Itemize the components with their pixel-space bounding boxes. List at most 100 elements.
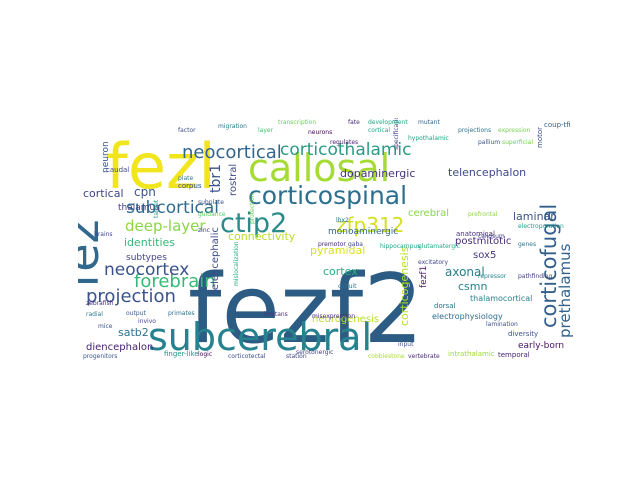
cloud-word: axonal [445, 265, 485, 279]
cloud-word: corticofugal [537, 204, 561, 328]
cloud-word: target [153, 199, 160, 218]
cloud-word: corticotectal [228, 353, 266, 360]
cloud-word: regulates [330, 139, 358, 146]
cloud-word: prefrontal [468, 211, 498, 218]
cloud-word: motor [536, 127, 544, 148]
cloud-word: fezf1 [419, 266, 429, 288]
cloud-word: fez [78, 219, 109, 288]
cloud-word: projections [458, 127, 491, 134]
cloud-word: pyramidal [310, 244, 365, 257]
cloud-word: deep-layer [125, 217, 206, 235]
cloud-word: csmn [458, 280, 487, 293]
cloud-word: pallium [478, 139, 500, 146]
cloud-word: brains [94, 231, 113, 238]
cloud-word: serotonergic [296, 349, 333, 356]
cloud-word: excitatory [418, 259, 449, 266]
cloud-word: superficial [502, 139, 533, 146]
cloud-word: subplate [198, 199, 224, 206]
cloud-word: premotor [318, 241, 346, 248]
cloud-word: gaba [348, 241, 363, 248]
cloud-word: corticogenesis [398, 246, 411, 326]
cloud-word: layer [258, 127, 274, 134]
cloud-word: anatomical [456, 230, 495, 238]
cloud-word: primates [168, 310, 195, 317]
cloud-word: migration [218, 123, 247, 130]
cloud-word: sox5 [473, 250, 496, 261]
cloud-word: identities [124, 236, 175, 249]
cloud-word: hippocampus [380, 243, 420, 250]
cloud-word: monoaminergic [328, 227, 398, 237]
cloud-word: specification [393, 118, 400, 150]
cloud-word: vertebrate [408, 353, 440, 360]
cloud-word: cerebral [408, 208, 449, 219]
cloud-word: prethalamus [556, 243, 574, 338]
cloud-word: corticothalamic [280, 140, 412, 160]
cloud-word: cortical [83, 187, 124, 200]
cloud-word: radial [86, 311, 103, 318]
cloud-word: genes [518, 241, 536, 248]
cloud-word: zinc [198, 227, 210, 234]
cloud-word: telencephalon [448, 166, 526, 179]
cloud-word: ctip2 [220, 208, 287, 239]
cloud-word: neocortex [104, 260, 189, 280]
cloud-word: zfp312 [336, 213, 404, 237]
cloud-word: mislocalization [233, 241, 240, 286]
cloud-word: coup-tfi [544, 121, 571, 129]
cloud-word: protection [249, 193, 256, 224]
cloud-word: zebrafish [86, 300, 114, 307]
cloud-word: cortex [323, 265, 358, 278]
cloud-word: fezl [106, 130, 216, 203]
cloud-word: neocortical [182, 142, 282, 163]
cloud-word: station [286, 353, 307, 360]
cloud-word: input [398, 341, 414, 348]
cloud-word: tbr1 [208, 164, 224, 193]
cloud-word: telencephalic [210, 227, 221, 294]
cloud-word: cortical [368, 127, 390, 134]
cloud-word: corticospinal [248, 181, 407, 210]
word-cloud: fezf2 fezl fez subcerebral callosal corticosp… [78, 118, 574, 363]
cloud-word: thalamocortical [470, 294, 532, 303]
cloud-word: lamination [486, 321, 518, 328]
cloud-word: mice [98, 323, 113, 330]
cloud-word: neurons [308, 129, 332, 136]
cloud-word: corpus [178, 182, 202, 190]
cloud-word: mutant [418, 119, 440, 126]
cloud-word: transcription [278, 119, 316, 126]
cloud-word: logic [198, 351, 212, 358]
cloud-word: factor [178, 127, 196, 134]
cloud-word: cpn [134, 185, 156, 199]
cloud-word: callosum [478, 233, 505, 240]
cloud-word: cobblestone [368, 353, 405, 360]
cloud-word: pathfinding [518, 273, 553, 280]
cloud-word: caudal [106, 166, 129, 174]
cloud-word: fezf2 [188, 255, 424, 363]
cloud-word: diencephalon [86, 342, 153, 353]
cloud-word: subtypes [126, 253, 167, 263]
cloud-word: invivo [138, 318, 156, 325]
cloud-word: electrophysiology [432, 312, 503, 321]
cloud-word: limitans [264, 311, 288, 318]
cloud-word: projection [86, 286, 176, 307]
cloud-word: guidance [198, 211, 226, 218]
cloud-word: plate [178, 175, 194, 182]
cloud-word: temporal [498, 351, 530, 359]
cloud-word: dorsal [434, 302, 456, 310]
cloud-word: development [368, 119, 408, 126]
cloud-word: glutamatergic [418, 243, 460, 250]
cloud-word: expression [498, 127, 531, 134]
cloud-word: output [126, 310, 146, 317]
cloud-word: subcerebral [148, 315, 372, 359]
cloud-word: rostral [228, 164, 239, 196]
cloud-word: laminar [513, 210, 555, 223]
cloud-word: dopaminergic [340, 167, 415, 180]
cloud-word: forebrain [134, 271, 216, 292]
cloud-word: intrathalamic [448, 350, 495, 358]
cloud-word: diversity [508, 330, 538, 338]
cloud-word: hypothalamic [408, 135, 449, 142]
cloud-word: repressor [478, 273, 507, 280]
cloud-word: circuit [338, 283, 357, 290]
cloud-word: fate [348, 119, 360, 126]
cloud-word: postmitotic [455, 236, 511, 247]
cloud-word: misexpression [312, 313, 355, 320]
cloud-word: satb2 [118, 326, 149, 339]
